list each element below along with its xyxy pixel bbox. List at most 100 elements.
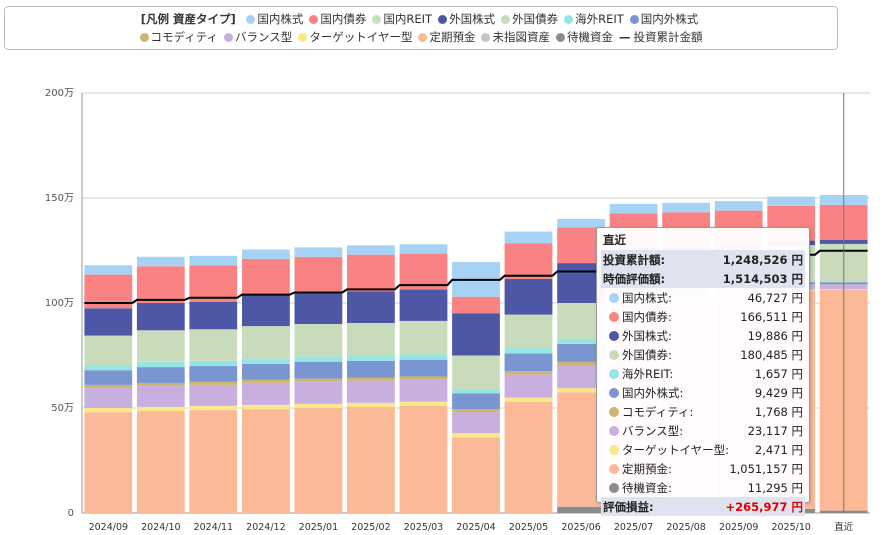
bar-segment[interactable] xyxy=(452,313,500,356)
bar-segment[interactable] xyxy=(136,256,185,267)
bar-segment[interactable] xyxy=(294,324,343,357)
bar-segment[interactable] xyxy=(189,302,238,330)
bar-segment[interactable] xyxy=(504,374,553,398)
bar-segment[interactable] xyxy=(557,506,605,513)
bar-segment[interactable] xyxy=(294,381,343,404)
bar-segment[interactable] xyxy=(84,365,133,371)
bar-segment[interactable] xyxy=(242,379,290,383)
bar-segment[interactable] xyxy=(347,402,395,407)
bar-segment[interactable] xyxy=(557,343,605,362)
bar-segment[interactable] xyxy=(452,296,500,314)
bar-segment[interactable] xyxy=(294,292,343,325)
bar-segment[interactable] xyxy=(294,256,343,293)
bar-segment[interactable] xyxy=(136,411,185,513)
bar-segment[interactable] xyxy=(399,359,448,377)
bar-segment[interactable] xyxy=(84,388,133,408)
bar-segment[interactable] xyxy=(452,355,500,390)
bar-segment[interactable] xyxy=(189,329,238,361)
bar-segment[interactable] xyxy=(609,203,658,214)
bar-segment[interactable] xyxy=(399,405,448,513)
bar-segment[interactable] xyxy=(136,303,185,331)
bar-segment[interactable] xyxy=(189,410,238,513)
bar-segment[interactable] xyxy=(84,335,133,365)
bar-segment[interactable] xyxy=(136,367,185,383)
bar-segment[interactable] xyxy=(189,255,238,266)
bar-segment[interactable] xyxy=(84,370,133,385)
bar-segment[interactable] xyxy=(452,433,500,438)
bar-segment[interactable] xyxy=(452,409,500,413)
legend-item[interactable]: 海外REIT xyxy=(564,10,624,28)
bar-segment[interactable] xyxy=(399,289,448,321)
bar-segment[interactable] xyxy=(452,393,500,410)
bar-segment[interactable] xyxy=(189,366,238,382)
bar-segment[interactable] xyxy=(189,265,238,302)
bar-segment[interactable] xyxy=(242,358,290,364)
bar-segment[interactable] xyxy=(242,404,290,410)
bar-segment[interactable] xyxy=(399,354,448,360)
bar-segment[interactable] xyxy=(347,380,395,403)
bar-segment[interactable] xyxy=(347,406,395,513)
bar-segment[interactable] xyxy=(557,388,605,393)
legend-item[interactable]: ターゲットイヤー型 xyxy=(298,28,412,46)
bar-segment[interactable] xyxy=(189,381,238,385)
legend-item[interactable]: コモディティ xyxy=(139,28,218,46)
bar-segment[interactable] xyxy=(294,356,343,362)
bar-segment[interactable] xyxy=(84,265,133,275)
bar-segment[interactable] xyxy=(136,382,185,386)
bar-segment[interactable] xyxy=(136,361,185,368)
bar-segment[interactable] xyxy=(189,384,238,406)
bar-segment[interactable] xyxy=(242,382,290,405)
legend-item[interactable]: 外国債券 xyxy=(501,10,558,28)
legend-item-line[interactable]: — 投資累計金額 xyxy=(619,28,703,46)
bar-segment[interactable] xyxy=(767,196,816,206)
bar-segment[interactable] xyxy=(504,243,553,279)
bar-segment[interactable] xyxy=(294,378,343,382)
bar-segment[interactable] xyxy=(557,219,605,228)
bar-segment[interactable] xyxy=(242,249,290,259)
legend-item[interactable]: 国内株式 xyxy=(246,10,303,28)
bar-segment[interactable] xyxy=(242,294,290,327)
bar-segment[interactable] xyxy=(399,379,448,402)
bar-segment[interactable] xyxy=(714,201,763,211)
legend-item[interactable]: 国内外株式 xyxy=(629,10,698,28)
legend-item[interactable]: 外国株式 xyxy=(438,10,495,28)
bar-segment[interactable] xyxy=(399,253,448,290)
bar-segment[interactable] xyxy=(189,360,238,367)
bar-segment[interactable] xyxy=(347,377,395,381)
bar-segment[interactable] xyxy=(347,291,395,324)
bar-segment[interactable] xyxy=(136,330,185,362)
bar-segment[interactable] xyxy=(504,397,553,402)
bar-segment[interactable] xyxy=(452,412,500,434)
bar-segment[interactable] xyxy=(504,401,553,513)
legend-item[interactable]: 国内REIT xyxy=(372,10,432,28)
bar-segment[interactable] xyxy=(294,403,343,408)
bar-segment[interactable] xyxy=(294,408,343,513)
bar-segment[interactable] xyxy=(189,405,238,411)
bar-segment[interactable] xyxy=(504,314,553,349)
legend-item[interactable]: 定期預金 xyxy=(418,28,475,46)
bar-segment[interactable] xyxy=(242,409,290,513)
bar-segment[interactable] xyxy=(136,385,185,407)
bar-segment[interactable] xyxy=(242,363,290,380)
bar-segment[interactable] xyxy=(662,202,710,213)
legend-item[interactable]: 待機資金 xyxy=(555,28,613,46)
bar-segment[interactable] xyxy=(84,408,133,413)
bar-segment[interactable] xyxy=(399,376,448,380)
bar-segment[interactable] xyxy=(399,401,448,406)
bar-segment[interactable] xyxy=(84,308,133,336)
bar-segment[interactable] xyxy=(504,278,553,315)
bar-segment[interactable] xyxy=(347,322,395,356)
bar-segment[interactable] xyxy=(84,384,133,389)
bar-segment[interactable] xyxy=(557,365,605,389)
bar-segment[interactable] xyxy=(452,389,500,394)
bar-segment[interactable] xyxy=(136,406,185,412)
bar-segment[interactable] xyxy=(347,254,395,292)
bar-segment[interactable] xyxy=(504,371,553,375)
bar-segment[interactable] xyxy=(399,244,448,254)
bar-segment[interactable] xyxy=(294,361,343,379)
bar-segment[interactable] xyxy=(242,258,290,295)
bar-segment[interactable] xyxy=(452,437,500,513)
bar-segment[interactable] xyxy=(557,361,605,365)
bar-segment[interactable] xyxy=(347,245,395,255)
bar-segment[interactable] xyxy=(294,247,343,257)
